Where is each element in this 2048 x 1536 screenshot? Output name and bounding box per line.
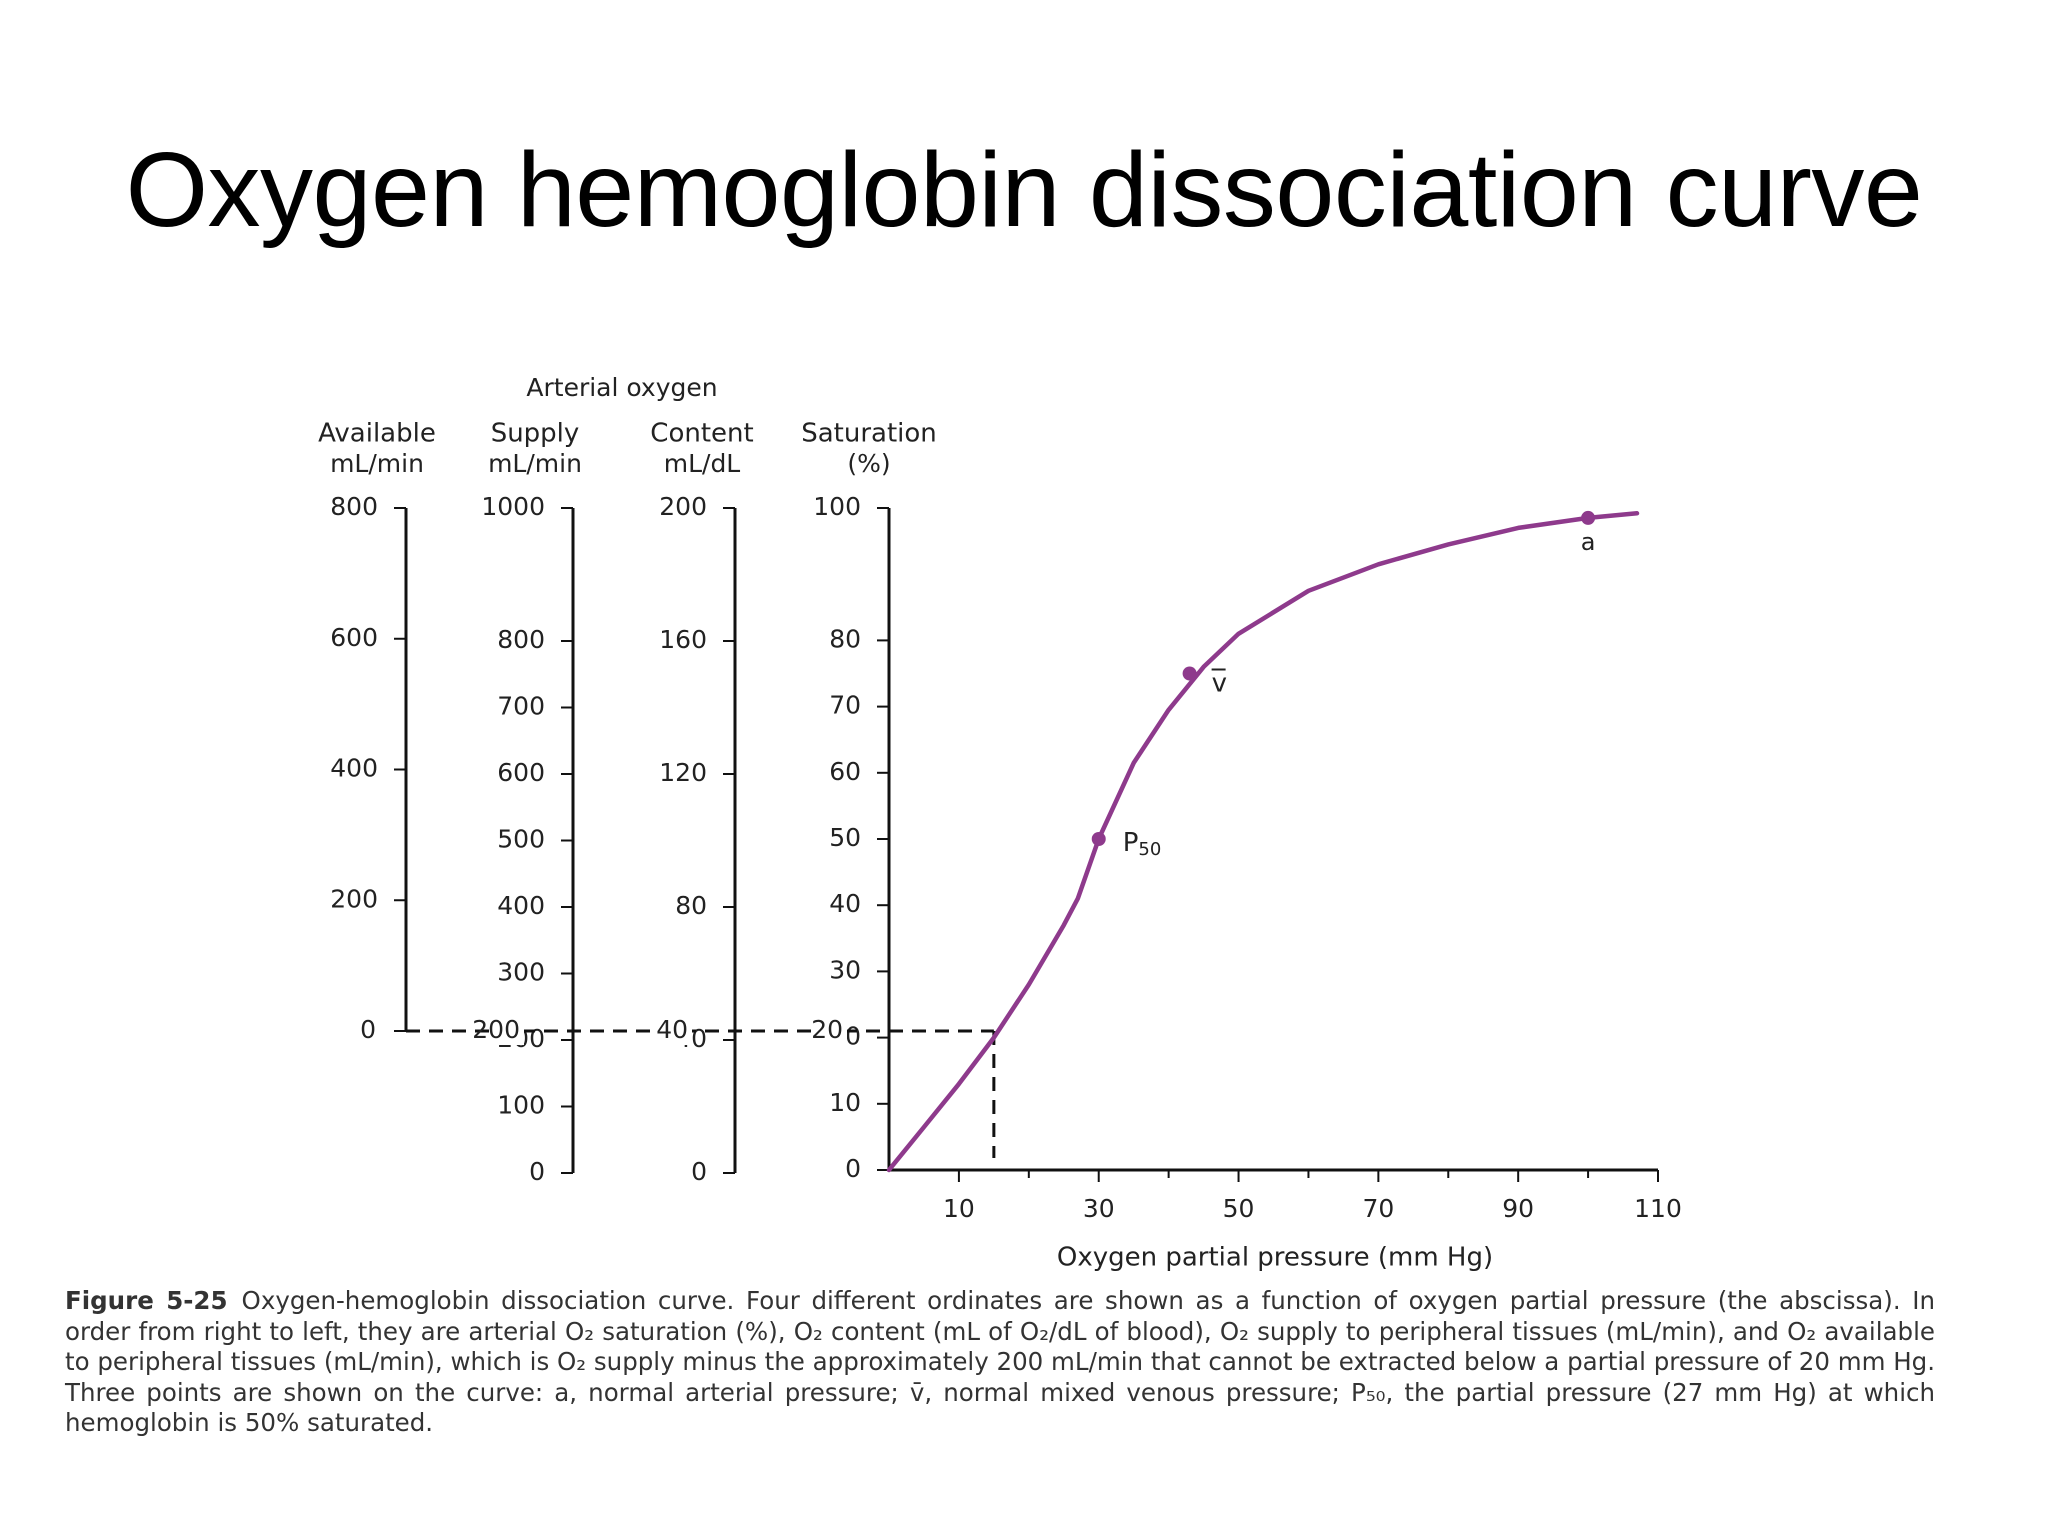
- tick-label-saturation: 40: [829, 889, 861, 918]
- tick-label-content: 120: [659, 758, 707, 787]
- axis-header-available: Available: [318, 419, 436, 449]
- tick-label-saturation: 80: [829, 624, 861, 653]
- label-knockout-saturation: [813, 1017, 847, 1045]
- x-tick-label: 70: [1362, 1194, 1394, 1223]
- dissociation-curve: [886, 511, 1640, 1173]
- label-knockout-available: [346, 1017, 380, 1045]
- x-tick-label: 30: [1083, 1194, 1115, 1223]
- tick-label-saturation: 60: [829, 757, 861, 786]
- tick-label-saturation: 0: [845, 1154, 861, 1183]
- point-label-P50: P50: [1123, 828, 1162, 860]
- tick-label-content: 0: [691, 1157, 707, 1186]
- tick-label-saturation: 30: [829, 955, 861, 984]
- tick-label-content: 160: [659, 625, 707, 654]
- tick-label-supply: 600: [497, 758, 545, 787]
- tick-label-available-reference: 0: [360, 1015, 376, 1044]
- x-axis-label: Oxygen partial pressure (mm Hg): [1057, 1243, 1493, 1273]
- label-knockout-content: [658, 1017, 692, 1045]
- x-tick-label: 90: [1502, 1194, 1534, 1223]
- label-knockout-supply: [490, 1017, 524, 1045]
- tick-label-available: 600: [330, 623, 378, 652]
- tick-label-supply: 0: [529, 1157, 545, 1186]
- axis-header-saturation: Saturation: [801, 419, 937, 449]
- point-label-v: v: [1212, 669, 1227, 699]
- tick-label-supply: 800: [497, 625, 545, 654]
- figure-number: Figure 5-25: [65, 1286, 228, 1315]
- tick-label-supply: 100: [497, 1091, 545, 1120]
- tick-label-available: 200: [330, 884, 378, 913]
- point-P50: [1091, 832, 1106, 846]
- tick-label-available: 400: [330, 754, 378, 783]
- tick-label-saturation-reference: 20: [811, 1015, 843, 1044]
- point-a: [1581, 510, 1596, 525]
- x-tick-label: 110: [1634, 1194, 1682, 1223]
- axis-header-supply: Supply: [491, 419, 580, 449]
- tick-label-available: 800: [330, 492, 378, 521]
- tick-label-content: 200: [659, 492, 707, 521]
- tick-label-saturation: 100: [813, 492, 861, 521]
- point-label-a: a: [1581, 528, 1596, 556]
- axis-unit-saturation: (%): [847, 449, 890, 478]
- x-tick-label: 50: [1223, 1194, 1255, 1223]
- tick-label-content-reference: 40: [656, 1015, 688, 1044]
- x-tick-label: 10: [943, 1194, 975, 1223]
- slide-title: Oxygen hemoglobin dissociation curve: [125, 131, 1923, 249]
- figure-caption: Figure 5-25 Oxygen-hemoglobin dissociatio…: [65, 1286, 1935, 1439]
- tick-label-supply: 400: [497, 891, 545, 920]
- tick-label-supply: 700: [497, 692, 545, 721]
- axis-unit-supply: mL/min: [488, 449, 582, 478]
- tick-label-supply-reference: 200: [472, 1015, 520, 1044]
- point-label-P50-subscript: 50: [1138, 839, 1161, 860]
- caption-text: Oxygen-hemoglobin dissociation curve. Fo…: [65, 1286, 1936, 1437]
- tick-label-saturation: 50: [829, 823, 861, 852]
- tick-label-saturation: 70: [829, 691, 861, 720]
- tick-label-supply: 1000: [481, 492, 545, 521]
- axis-unit-content: mL/dL: [664, 449, 741, 478]
- ordinate-group-label: Arterial oxygen: [526, 373, 717, 402]
- axis-unit-available: mL/min: [330, 449, 424, 478]
- tick-label-supply: 300: [497, 958, 545, 987]
- point-v: [1182, 666, 1197, 681]
- tick-label-supply: 500: [497, 825, 545, 854]
- tick-label-saturation: 10: [829, 1088, 861, 1117]
- tick-label-content: 80: [675, 891, 707, 920]
- axis-header-content: Content: [650, 419, 753, 449]
